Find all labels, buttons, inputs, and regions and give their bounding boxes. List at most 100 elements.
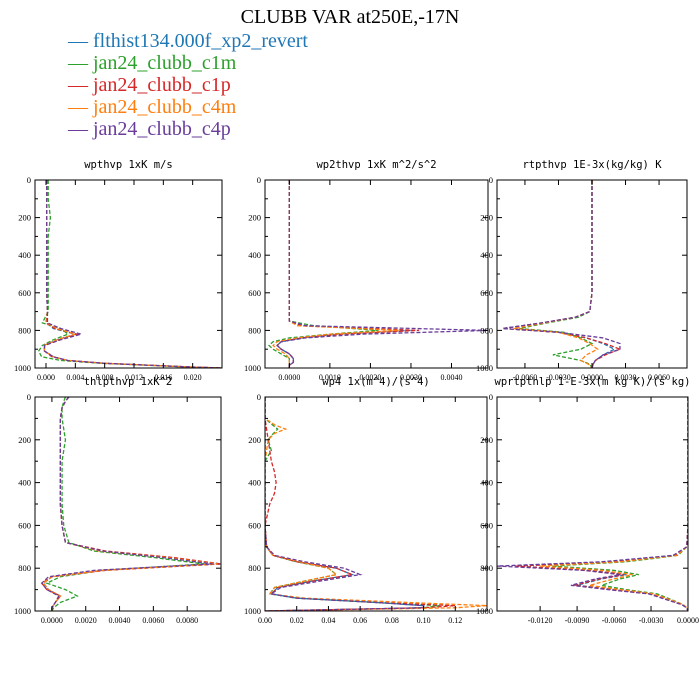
series-line	[42, 397, 218, 611]
y-tick-label: 0	[257, 392, 261, 402]
x-tick-label: -0.0030	[639, 616, 664, 625]
series-line	[265, 397, 425, 611]
y-tick-label: 400	[480, 250, 493, 260]
y-tick-label: 200	[18, 435, 31, 445]
series-line	[43, 180, 222, 368]
subplot: rtpthvp 1E-3x(kg/kg) K 0 200 400 600 800 1000 -…	[476, 159, 688, 382]
x-tick-label: 0.0060	[648, 373, 670, 382]
x-tick-label: -0.0120	[528, 616, 553, 625]
series-line	[502, 180, 621, 368]
x-tick-label: 0.0030	[615, 373, 637, 382]
y-tick-label: 200	[480, 435, 493, 445]
series-line	[265, 397, 487, 611]
x-tick-label: 0.10	[417, 616, 431, 625]
x-tick-label: 0.020	[184, 373, 202, 382]
subplot: wpthvp 1xK m/s 0 200 400 600 800 1000 0.000 0.00…	[14, 159, 223, 382]
figure-title: CLUBB VAR at250E,-17N	[240, 6, 460, 28]
series-group	[268, 180, 488, 368]
series-line	[540, 397, 688, 611]
subplot-title: wprtpthlp 1-E-3x(m kg K)/(s kg)	[495, 376, 691, 388]
legend-label: jan24_clubb_c1m	[93, 52, 237, 74]
series-line	[43, 180, 222, 368]
legend-item: — jan24_clubb_c4m	[68, 96, 308, 118]
y-tick-label: 400	[18, 250, 31, 260]
y-tick-label: 800	[18, 325, 31, 335]
series-group	[502, 180, 622, 368]
x-tick-label: 0.008	[96, 373, 114, 382]
y-tick-label: 1000	[476, 606, 493, 616]
x-tick-label: 0.012	[125, 373, 143, 382]
x-tick-label: 0.0080	[176, 616, 198, 625]
series-group	[265, 397, 487, 611]
series-line	[276, 180, 420, 368]
x-tick-label: -0.0090	[565, 616, 590, 625]
y-tick-label: 400	[248, 478, 261, 488]
y-tick-label: 200	[248, 213, 261, 223]
y-tick-label: 0	[27, 175, 31, 185]
x-tick-label: 0.0020	[75, 616, 97, 625]
subplot: wprtpthlp 1-E-3x(m kg K)/(s kg)0 200 400 60…	[476, 376, 699, 625]
legend-item: — jan24_clubb_c4p	[68, 118, 308, 140]
series-line	[515, 397, 688, 611]
legend-line-swatch: —	[68, 118, 93, 140]
x-tick-label: 0.08	[385, 616, 399, 625]
y-tick-label: 400	[18, 478, 31, 488]
y-tick-label: 800	[248, 563, 261, 573]
series-group	[37, 180, 222, 368]
legend-item: — jan24_clubb_c1p	[68, 74, 308, 96]
x-tick-label: 0.004	[66, 373, 84, 382]
y-tick-label: 600	[18, 520, 31, 530]
x-tick-label: -0.0060	[513, 373, 538, 382]
y-tick-label: 800	[248, 325, 261, 335]
series-line	[265, 397, 440, 611]
subplot-title: wp4 1x(m^4)/(s^4)	[322, 376, 429, 388]
x-tick-label: 0.04	[321, 616, 335, 625]
subplot-title: wpthvp 1xK m/s	[84, 159, 173, 171]
legend-item: — flthist134.000f_xp2_revert	[68, 30, 308, 52]
subplot: wp2thvp 1xK m^2/s^2 0 200 400 600 800 1000 0.00…	[244, 159, 489, 382]
series-line	[552, 397, 688, 611]
legend-label: jan24_clubb_c4p	[93, 118, 231, 140]
y-tick-label: 1000	[14, 363, 31, 373]
axes-frame	[264, 396, 488, 612]
axes-frame	[34, 396, 222, 612]
y-tick-label: 1000	[476, 363, 493, 373]
series-line	[45, 397, 205, 611]
axes-frame	[264, 179, 489, 369]
series-line	[502, 180, 616, 368]
subplot: thlpthvp 1xK^2 0 200 400 600 800 1000 0.0000 0.0…	[14, 376, 222, 625]
x-tick-label: 0.00	[258, 616, 272, 625]
x-tick-label: 0.0010	[319, 373, 341, 382]
series-line	[43, 180, 222, 368]
y-tick-label: 1000	[244, 363, 261, 373]
y-tick-label: 0	[489, 175, 493, 185]
y-tick-label: 200	[248, 435, 261, 445]
x-tick-label: 0.0000	[581, 373, 603, 382]
y-tick-label: 200	[480, 213, 493, 223]
series-line	[37, 180, 222, 368]
y-tick-label: 200	[18, 213, 31, 223]
x-tick-label: 0.000	[37, 373, 55, 382]
y-tick-label: 600	[248, 288, 261, 298]
y-tick-label: 800	[18, 563, 31, 573]
legend-line-swatch: —	[68, 96, 93, 118]
legend-line-swatch: —	[68, 52, 93, 74]
x-tick-label: 0.0040	[441, 373, 463, 382]
series-line	[497, 397, 688, 611]
x-tick-label: -0.0060	[602, 616, 627, 625]
series-line	[40, 397, 213, 611]
y-tick-label: 400	[480, 478, 493, 488]
axes-frame	[496, 396, 689, 612]
y-tick-label: 0	[489, 392, 493, 402]
x-tick-label: 0.02	[290, 616, 304, 625]
y-tick-label: 600	[480, 520, 493, 530]
subplot-title: thlpthvp 1xK^2	[84, 376, 173, 388]
series-line	[502, 180, 622, 368]
x-tick-label: 0.06	[353, 616, 367, 625]
subplot-title: wp2thvp 1xK m^2/s^2	[316, 159, 436, 171]
y-tick-label: 800	[480, 325, 493, 335]
y-tick-label: 1000	[244, 606, 261, 616]
legend-label: jan24_clubb_c1p	[93, 74, 231, 96]
legend-line-swatch: —	[68, 74, 93, 96]
series-group	[40, 397, 221, 611]
